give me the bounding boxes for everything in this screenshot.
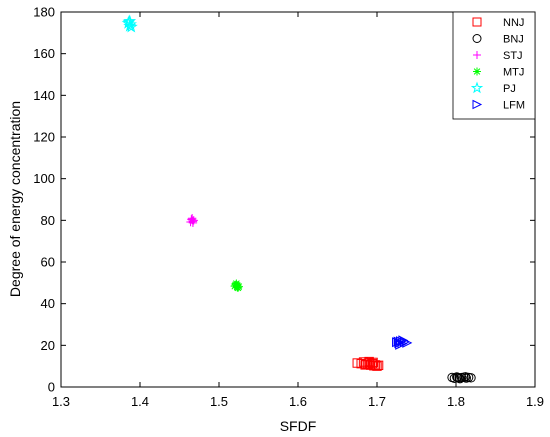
y-tick-label: 60 xyxy=(41,255,55,270)
y-axis-label: Degree of energy concentration xyxy=(7,101,23,297)
legend-item-lfm: LFM xyxy=(472,99,525,112)
x-tick-label: 1.5 xyxy=(210,394,228,409)
series-layer xyxy=(121,14,476,384)
legend-label: NNJ xyxy=(503,17,524,29)
y-tick-label: 40 xyxy=(41,296,55,311)
data-point xyxy=(368,357,378,368)
legend-marker xyxy=(473,67,481,76)
data-point xyxy=(123,14,137,27)
x-tick-label: 1.6 xyxy=(289,394,307,409)
y-tick-label: 100 xyxy=(33,171,55,186)
legend-label: PJ xyxy=(503,83,516,95)
y-tick-label: 180 xyxy=(33,5,55,20)
legend-item-pj: PJ xyxy=(470,81,516,95)
x-tick-label: 1.8 xyxy=(447,394,465,409)
data-point xyxy=(466,373,476,383)
legend-item-nnj: NNJ xyxy=(472,17,524,29)
series-lfm xyxy=(392,335,413,350)
legend-marker xyxy=(472,17,482,27)
legend-label: BNJ xyxy=(503,34,524,46)
data-point xyxy=(234,282,243,291)
data-point xyxy=(398,335,409,346)
x-tick-label: 1.4 xyxy=(131,394,149,409)
y-tick-label: 140 xyxy=(33,88,55,103)
legend-marker xyxy=(473,51,481,59)
y-axis: 0 20 40 60 80 100 120 140 160 180 xyxy=(33,5,535,395)
series-mtj xyxy=(230,279,243,293)
data-point xyxy=(367,358,377,369)
legend-item-stj: STJ xyxy=(473,50,523,62)
series-nnj xyxy=(352,356,384,371)
data-point xyxy=(449,373,460,383)
x-tick-label: 1.7 xyxy=(368,394,386,409)
y-tick-label: 20 xyxy=(41,338,55,353)
series-bnj xyxy=(447,372,476,384)
x-tick-label: 1.3 xyxy=(52,394,70,409)
legend-box xyxy=(452,11,536,120)
y-tick-label: 120 xyxy=(33,130,55,145)
legend-label: LFM xyxy=(503,100,525,112)
data-point xyxy=(452,372,463,383)
legend-label: MTJ xyxy=(503,67,524,79)
legend-item-bnj: BNJ xyxy=(472,34,524,46)
legend-marker xyxy=(470,81,484,94)
data-point xyxy=(373,360,384,371)
y-tick-label: 80 xyxy=(41,213,55,228)
x-axis: 1.3 1.4 1.5 1.6 1.7 1.8 1.9 xyxy=(52,12,544,409)
series-pj xyxy=(121,14,138,33)
legend: NNJ BNJ STJ MTJ PJ LFM xyxy=(452,11,536,120)
y-tick-label: 0 xyxy=(48,380,55,395)
data-point xyxy=(187,215,197,225)
x-axis-label: SFDF xyxy=(280,418,317,434)
x-tick-label: 1.9 xyxy=(526,394,544,409)
y-tick-label: 160 xyxy=(33,46,55,61)
legend-marker xyxy=(472,99,483,110)
legend-item-mtj: MTJ xyxy=(473,67,524,79)
legend-label: STJ xyxy=(503,50,523,62)
series-stj xyxy=(186,214,198,228)
data-point xyxy=(393,336,404,347)
legend-marker xyxy=(472,34,482,43)
